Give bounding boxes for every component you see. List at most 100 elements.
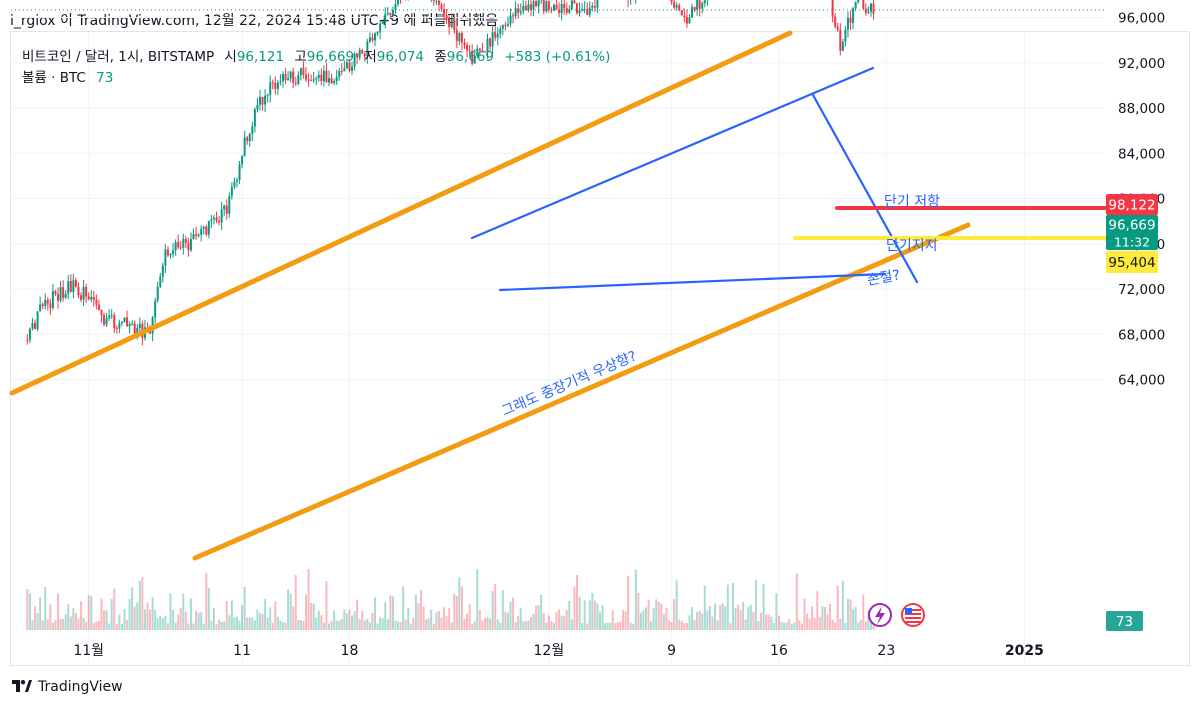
- candle-body: [854, 2, 857, 9]
- volume-bar: [660, 603, 663, 630]
- candle-body: [476, 48, 479, 56]
- volume-bar: [673, 598, 676, 630]
- volume-bar: [325, 581, 328, 630]
- volume-bar: [39, 597, 42, 630]
- candle-body: [471, 51, 474, 64]
- volume-bar: [726, 584, 729, 630]
- volume-bar: [581, 623, 584, 630]
- candle-body: [287, 78, 290, 81]
- candle-body: [834, 16, 837, 27]
- volume-bar: [463, 618, 466, 630]
- candle-body: [115, 328, 118, 330]
- volume-bar: [708, 605, 711, 630]
- candle-body: [836, 26, 839, 30]
- volume-bar: [834, 622, 837, 630]
- candle-body: [266, 94, 269, 96]
- volume-bar: [128, 599, 131, 630]
- lightning-icon-bolt: [875, 606, 885, 625]
- volume-bar: [238, 620, 241, 630]
- volume-bar: [49, 604, 52, 630]
- candle-body: [28, 328, 31, 341]
- candle-body: [353, 53, 356, 67]
- volume-bar: [565, 610, 568, 630]
- candle-body: [857, 0, 860, 3]
- volume-bar: [156, 618, 159, 630]
- candle-body: [85, 287, 88, 297]
- volume-bar: [864, 621, 867, 630]
- volume-bar: [601, 605, 604, 630]
- volume-bar: [322, 622, 325, 630]
- volume-bar: [120, 623, 123, 630]
- volume-bar: [149, 609, 152, 630]
- y-tick-label: 92,000: [1118, 56, 1165, 72]
- flag-icon-stripe: [905, 613, 921, 615]
- candle-body: [92, 296, 95, 300]
- volume-bar: [115, 623, 118, 630]
- candle-body: [136, 327, 139, 334]
- candle-body: [166, 249, 169, 256]
- volume-bar: [806, 613, 809, 630]
- volume-bar: [823, 606, 826, 630]
- volume-bar: [103, 610, 106, 630]
- last-price-badge-bg: [1106, 215, 1158, 234]
- volume-bar: [225, 601, 228, 630]
- candle-body: [218, 220, 221, 223]
- volume-label[interactable]: 볼륨 · BTC: [22, 70, 86, 86]
- volume-bar: [522, 621, 525, 630]
- volume-bar: [72, 608, 75, 630]
- volume-bar: [36, 612, 39, 630]
- volume-bar: [445, 616, 448, 630]
- volume-bar: [256, 609, 259, 630]
- symbol-title[interactable]: 비트코인 / 달러, 1시, BITSTAMP: [22, 49, 215, 65]
- candle-body: [512, 15, 515, 17]
- low-label: 저: [364, 49, 377, 65]
- volume-bar: [527, 620, 530, 630]
- candle-body: [80, 295, 83, 300]
- candle-body: [570, 0, 573, 10]
- volume-bar: [752, 611, 755, 630]
- volume-bar: [210, 620, 213, 630]
- candle-body: [338, 70, 341, 78]
- volume-bar: [363, 620, 366, 630]
- candle-body: [583, 9, 586, 11]
- candle-body: [100, 310, 103, 316]
- volume-bar: [241, 605, 244, 630]
- volume-bar: [808, 618, 811, 630]
- candle-body: [34, 323, 37, 329]
- tradingview-brand[interactable]: TradingView: [12, 678, 123, 696]
- y-tick-label: 84,000: [1118, 146, 1165, 162]
- volume-bar: [647, 599, 650, 630]
- volume-bar: [706, 610, 709, 630]
- high-value: 96,669: [306, 49, 355, 65]
- volume-bar: [338, 620, 341, 630]
- volume-bar: [550, 621, 553, 630]
- volume-bar: [491, 591, 494, 630]
- candle-body: [504, 24, 507, 26]
- candle-body: [271, 82, 274, 84]
- candle-body: [197, 234, 200, 236]
- channel-annotation: 그래도 중장기적 우상향?: [499, 348, 639, 419]
- volume-bar: [118, 614, 121, 630]
- volume-bar: [586, 623, 589, 630]
- volume-bar: [691, 606, 694, 630]
- volume-bar: [243, 586, 246, 630]
- candle-body: [108, 315, 111, 319]
- candle-body: [82, 287, 85, 300]
- volume-bar: [384, 602, 387, 630]
- volume-bar: [665, 607, 668, 630]
- candle-body: [545, 1, 548, 12]
- volume-bar: [215, 623, 218, 630]
- y-tick-label: 96,000: [1118, 11, 1165, 27]
- volume-bar: [854, 606, 857, 630]
- volume-bar: [146, 602, 149, 630]
- countdown-badge-bg: [1106, 233, 1158, 250]
- volume-bar: [412, 617, 415, 630]
- volume-bar: [292, 606, 295, 630]
- candle-body: [31, 323, 34, 329]
- volume-bar: [596, 603, 599, 630]
- volume-bar: [320, 615, 323, 630]
- volume-bar: [82, 617, 85, 630]
- volume-bar: [143, 609, 146, 630]
- volume-bar: [80, 601, 83, 630]
